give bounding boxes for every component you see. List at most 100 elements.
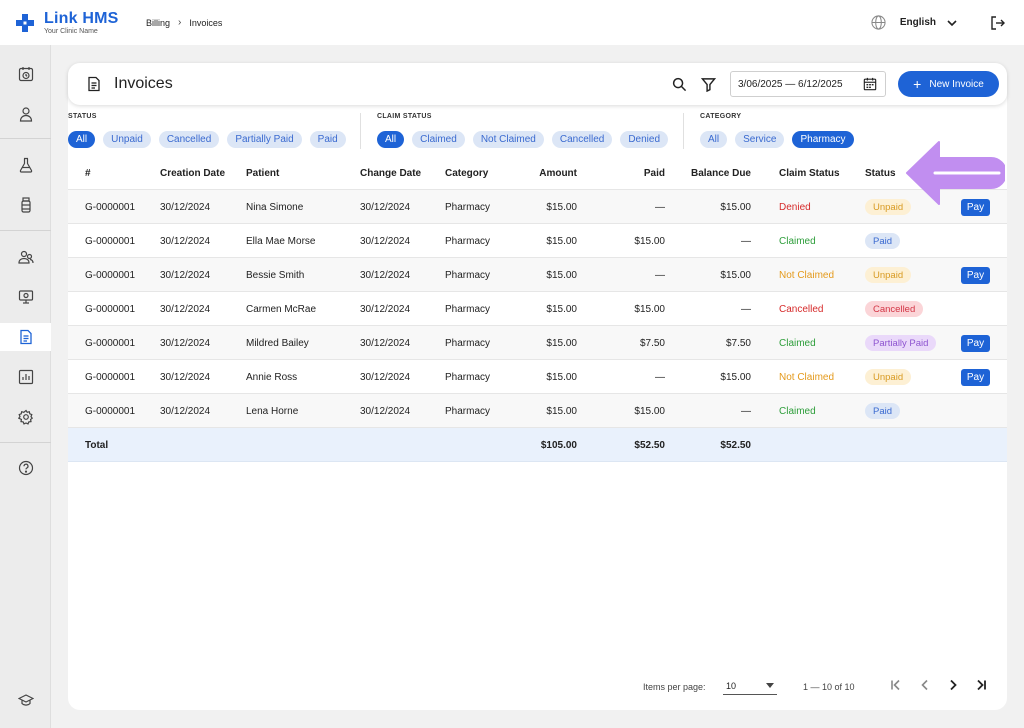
sidebar-item-academy[interactable] [0,686,51,714]
page-range: 1 — 10 of 10 [803,682,855,692]
column-header-amount[interactable]: Amount [539,167,577,179]
claim-status-filter-label: CLAIM STATUS [377,113,432,120]
cell-amount: $15.00 [546,235,577,247]
cell-creation-date: 30/12/2024 [160,201,211,213]
table-row[interactable]: G-0000001 30/12/2024 Annie Ross 30/12/2024 P… [68,360,1007,394]
filter-divider [360,113,361,149]
cell-creation-date: 30/12/2024 [160,405,211,417]
sidebar-item-patients[interactable] [0,100,51,128]
caret-down-icon [766,683,774,688]
cell-category: Pharmacy [445,303,491,315]
language-select[interactable]: English [899,17,936,28]
cell-paid: $7.50 [639,337,665,349]
cell-paid: $15.00 [634,235,665,247]
calendar-icon[interactable] [863,77,877,91]
category-chip-service[interactable]: Service [735,131,785,148]
chevron-right-icon: › [178,17,182,28]
filter-icon[interactable] [701,77,716,92]
sidebar-item-appointments[interactable] [0,60,51,88]
status-chip-all[interactable]: All [68,131,96,148]
sidebar-item-staff[interactable] [0,243,51,271]
claim-chip-cancelled[interactable]: Cancelled [551,131,613,148]
cell-claim-status: Claimed [779,337,816,349]
table-row[interactable]: G-0000001 30/12/2024 Mildred Bailey 30/12/2… [68,326,1007,360]
sidebar-item-invoices[interactable] [0,323,51,351]
claim-chip-claimed[interactable]: Claimed [412,131,465,148]
table-row[interactable]: G-0000001 30/12/2024 Lena Horne 30/12/2024 P… [68,394,1007,428]
claim-chip-denied[interactable]: Denied [620,131,669,148]
column-header-paid[interactable]: Paid [643,167,665,179]
cell-creation-date: 30/12/2024 [160,235,211,247]
cell-patient: Mildred Bailey [246,337,309,349]
pay-button[interactable]: Pay [961,368,990,386]
table-row[interactable]: G-0000001 30/12/2024 Carmen McRae 30/12/202… [68,292,1007,326]
new-invoice-button[interactable]: + New Invoice [898,71,999,97]
column-header-number[interactable]: # [85,167,91,179]
first-page-icon[interactable] [889,678,903,692]
invoice-icon [19,329,32,345]
app-logo[interactable]: Link HMS Your Clinic Name [16,10,146,35]
claim-chip-all[interactable]: All [377,131,405,148]
sidebar-divider [0,138,51,139]
sidebar-item-settings[interactable] [0,403,51,431]
column-header-claim-status[interactable]: Claim Status [779,167,840,179]
status-badge: Cancelled [865,301,924,317]
globe-icon[interactable] [871,15,886,30]
table-row[interactable]: G-0000001 30/12/2024 Ella Mae Morse 30/12/2… [68,224,1007,258]
cell-amount: $15.00 [546,371,577,383]
status-chip-paid[interactable]: Paid [309,131,346,148]
next-page-icon[interactable] [946,678,960,692]
column-header-balance-due[interactable]: Balance Due [690,167,751,179]
items-per-page-select[interactable]: 10 [723,677,777,695]
table-row[interactable]: G-0000001 30/12/2024 Bessie Smith 30/12/202… [68,258,1007,292]
cell-claim-status: Not Claimed [779,371,835,383]
breadcrumb-billing[interactable]: Billing [146,17,171,28]
table-row[interactable]: G-0000001 30/12/2024 Nina Simone 30/12/2024… [68,190,1007,224]
search-icon[interactable] [672,77,687,92]
total-amount: $105.00 [540,439,577,451]
category-filter-group: CATEGORY All Service Pharmacy [700,113,862,148]
annotation-arrow-icon [906,141,1005,205]
cell-balance-due: $7.50 [725,337,751,349]
status-badge: Unpaid [865,369,912,385]
new-invoice-label: New Invoice [929,78,984,90]
column-header-category[interactable]: Category [445,167,489,179]
calendar-clock-icon [18,67,33,82]
sidebar-item-help[interactable] [0,454,51,482]
pay-button[interactable]: Pay [961,198,990,216]
cell-category: Pharmacy [445,201,491,213]
filter-divider [683,113,684,149]
cell-action: Pay [961,326,990,360]
last-page-icon[interactable] [974,678,988,692]
sidebar-item-lab[interactable] [0,151,51,179]
column-header-creation-date[interactable]: Creation Date [160,167,226,179]
column-header-status[interactable]: Status [865,167,896,179]
chevron-down-icon[interactable] [946,17,958,29]
prev-page-icon[interactable] [918,678,932,692]
claim-chip-not-claimed[interactable]: Not Claimed [472,131,544,148]
status-chip-partially-paid[interactable]: Partially Paid [227,131,302,148]
pay-button[interactable]: Pay [961,334,990,352]
cell-balance-due: $15.00 [720,371,751,383]
column-header-change-date[interactable]: Change Date [360,167,422,179]
report-icon [18,369,33,385]
cell-amount: $15.00 [546,201,577,213]
cell-invoice-number: G-0000001 [85,303,136,315]
status-chip-unpaid[interactable]: Unpaid [103,131,151,148]
logout-icon[interactable] [990,15,1006,31]
sidebar-item-display[interactable] [0,283,51,311]
status-badge: Paid [865,403,901,419]
status-chip-cancelled[interactable]: Cancelled [158,131,220,148]
pay-button[interactable]: Pay [961,266,990,284]
help-icon [18,460,33,476]
column-header-patient[interactable]: Patient [246,167,280,179]
medicine-bottle-icon [20,197,31,213]
date-range-input[interactable]: 3/06/2025 — 6/12/2025 [730,71,886,97]
sidebar-item-pharmacy[interactable] [0,191,51,219]
category-chip-all[interactable]: All [700,131,728,148]
cell-category: Pharmacy [445,337,491,349]
category-chip-pharmacy[interactable]: Pharmacy [792,131,854,148]
sidebar-item-reports[interactable] [0,363,51,391]
cell-claim-status: Not Claimed [779,269,835,281]
sidebar-divider [0,442,51,443]
